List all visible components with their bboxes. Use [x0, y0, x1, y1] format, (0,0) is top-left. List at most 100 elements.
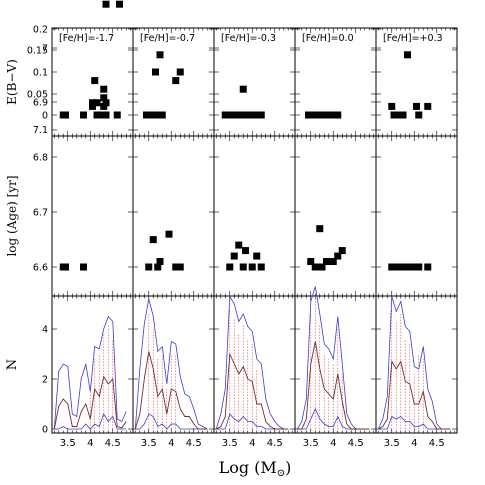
labels-layer: Log (M⊙): [219, 458, 292, 479]
y-axis-label-row2: N: [5, 359, 20, 370]
y-axis-label-row1: log (Age) [yr]: [5, 175, 19, 256]
data-point-marker: [329, 258, 337, 266]
panel-frame-r0c3: [294, 27, 377, 137]
data-point-marker: [257, 263, 265, 271]
x-tick-label: 4.5: [348, 438, 364, 449]
panel-title: [Fe/H]=0.0: [302, 33, 354, 44]
panel-title: [Fe/H]=-0.3: [221, 33, 276, 44]
data-point-marker: [410, 263, 418, 271]
panel-frame-r2c1: [132, 295, 215, 434]
data-point-marker: [338, 247, 346, 255]
data-point-marker: [323, 258, 330, 266]
panel-title: [Fe/H]=-0.7: [140, 33, 195, 44]
data-point-marker: [176, 263, 184, 271]
data-point-marker: [62, 263, 69, 271]
middle-series-line: [378, 360, 451, 430]
data-point-marker: [311, 263, 319, 271]
data-point-marker: [91, 77, 99, 85]
x-tick-label: 3.5: [384, 438, 400, 449]
data-point-marker: [230, 252, 238, 260]
data-point-marker: [154, 263, 162, 271]
data-point-marker: [388, 102, 396, 110]
data-point-marker: [248, 263, 256, 271]
y-tick-label: 6.7: [33, 208, 48, 219]
data-point-marker: [401, 263, 409, 271]
data-point-marker: [239, 263, 247, 271]
data-point-marker: [145, 263, 153, 271]
panel-frame-r1c2: [213, 135, 296, 297]
data-point-marker: [62, 111, 69, 119]
panel-title: [Fe/H]=+0.3: [383, 33, 443, 44]
data-point-marker: [392, 263, 400, 271]
x-tick-label: 4.5: [186, 438, 202, 449]
data-point-marker: [320, 111, 328, 119]
data-point-marker: [413, 102, 420, 110]
y-tick-label: 0.05: [27, 90, 48, 101]
data-point-marker: [100, 94, 108, 102]
data-point-marker: [145, 111, 153, 119]
data-point-marker: [399, 111, 407, 119]
middle-series-line: [134, 351, 208, 430]
data-point-marker: [221, 111, 229, 119]
data-point-marker: [80, 263, 87, 271]
panel-frame-r1c3: [294, 135, 377, 297]
x-tick-label: 3.5: [222, 438, 238, 449]
data-point-marker: [334, 111, 342, 119]
middle-series-line: [297, 341, 370, 430]
middle-series-line: [216, 353, 289, 430]
data-point-marker: [95, 111, 103, 119]
data-point-marker: [235, 111, 243, 119]
data-point-marker: [316, 225, 324, 233]
data-point-marker: [406, 263, 414, 271]
data-point-marker: [113, 111, 121, 119]
upper-series-line: [134, 298, 208, 430]
panel-frame-r2c4: [375, 295, 458, 434]
y-tick-label: 2: [42, 375, 48, 386]
y-tick-label: 7: [42, 44, 48, 55]
data-point-marker: [239, 85, 247, 93]
x-tick-label: 4: [249, 438, 255, 449]
y-tick-label: 0: [42, 425, 48, 436]
data-point-marker: [325, 111, 333, 119]
data-point-marker: [415, 111, 423, 119]
lower-series-line: [135, 413, 208, 430]
panels-layer: 0 0.05 0.1 0.15 0.2 E(B−V) 6.6 6.7 6.8 6.9 7 7.1 log…: [5, 0, 458, 449]
y-tick-label: 0.2: [33, 25, 48, 36]
data-point-marker: [172, 263, 180, 271]
data-point-marker: [149, 236, 157, 244]
upper-series-line: [215, 295, 289, 430]
panel-title: [Fe/H]=-1.7: [59, 33, 114, 44]
y-tick-label: 4: [42, 325, 48, 336]
data-point-marker: [89, 102, 96, 110]
data-point-marker: [311, 111, 319, 119]
x-tick-label: 4: [330, 438, 336, 449]
x-tick-label: 3.5: [60, 438, 76, 449]
data-point-marker: [172, 77, 180, 85]
y-tick-label: 0.1: [33, 68, 48, 79]
middle-series-line: [53, 375, 127, 430]
data-point-marker: [89, 99, 96, 107]
data-point-marker: [154, 111, 162, 119]
data-point-marker: [307, 258, 315, 266]
y-axis-label-row0: E(B−V): [5, 59, 19, 105]
data-point-marker: [316, 111, 324, 119]
data-point-marker: [388, 263, 396, 271]
x-tick-label: 4.5: [267, 438, 283, 449]
data-point-marker: [230, 111, 238, 119]
data-point-marker: [176, 68, 184, 76]
x-tick-label: 3.5: [141, 438, 157, 449]
x-tick-label: 3.5: [303, 438, 319, 449]
data-point-marker: [235, 241, 243, 249]
data-point-marker: [253, 252, 261, 260]
upper-series-line: [377, 296, 451, 430]
data-point-marker: [149, 111, 157, 119]
panel-frame-r1c1: [132, 135, 215, 297]
data-point-marker: [415, 263, 423, 271]
data-point-marker: [253, 111, 261, 119]
x-tick-label: 4: [87, 438, 93, 449]
data-point-marker: [156, 51, 164, 59]
data-point-marker: [100, 102, 108, 110]
data-point-marker: [329, 111, 337, 119]
data-point-marker: [397, 263, 405, 271]
data-point-marker: [100, 85, 108, 93]
